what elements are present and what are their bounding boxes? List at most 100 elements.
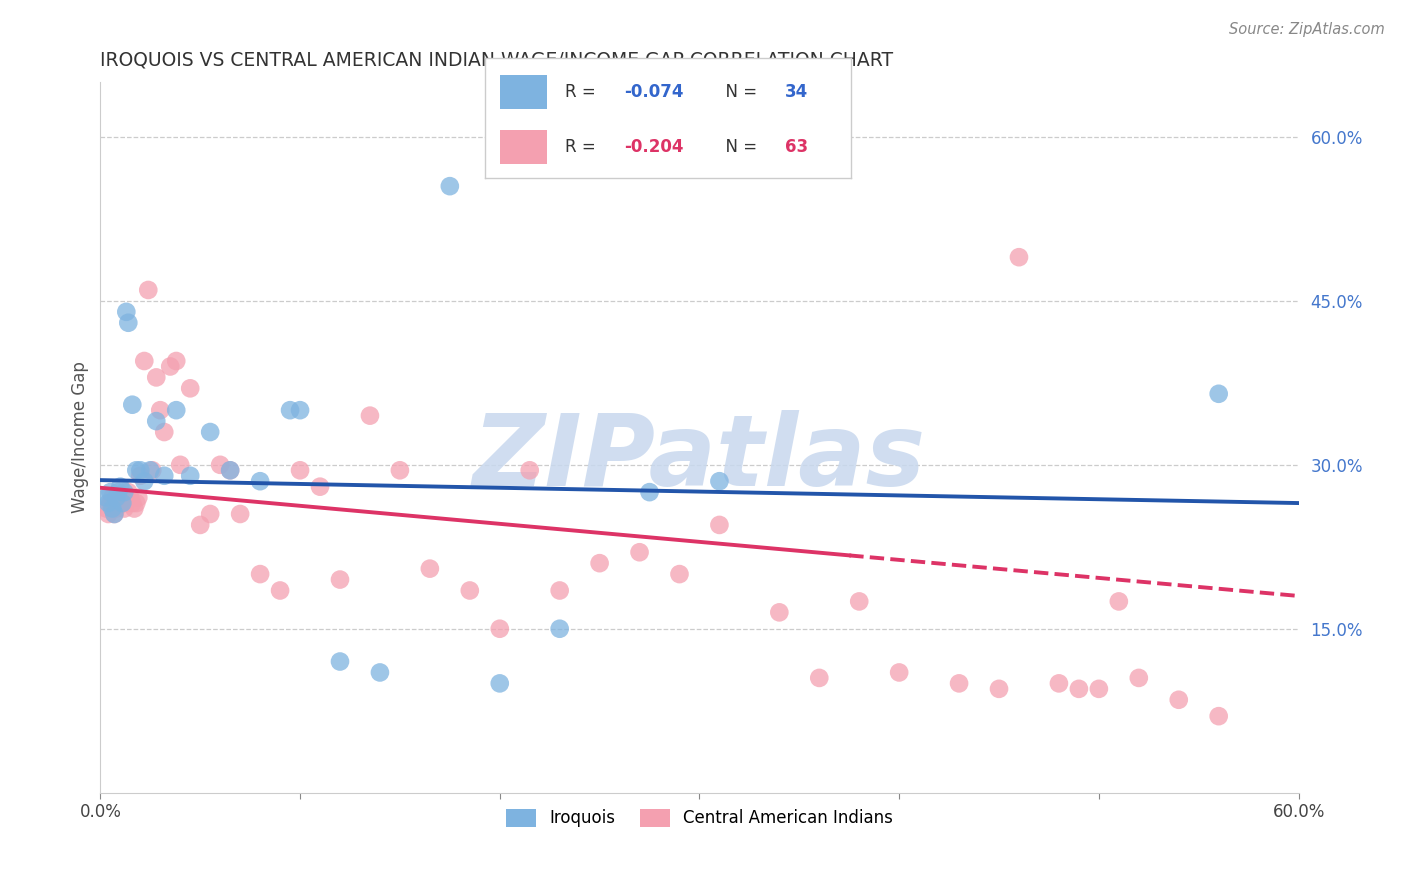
Point: [329, 655, 352, 669]
Point: [488, 676, 510, 690]
Point: [110, 491, 132, 505]
Point: [165, 354, 187, 368]
Point: [111, 496, 134, 510]
Point: [249, 474, 271, 488]
Point: [120, 491, 142, 505]
Bar: [499, 75, 547, 109]
Point: [1088, 681, 1111, 696]
Point: [149, 403, 172, 417]
Point: [1128, 671, 1150, 685]
Point: [115, 496, 138, 510]
Point: [127, 491, 149, 505]
Point: [329, 573, 352, 587]
Point: [165, 403, 187, 417]
Point: [179, 468, 201, 483]
Text: N =: N =: [716, 138, 762, 156]
Point: [548, 583, 571, 598]
Point: [97, 507, 120, 521]
Point: [948, 676, 970, 690]
Point: [1208, 709, 1230, 723]
Point: [1008, 250, 1031, 264]
Point: [1047, 676, 1070, 690]
Point: [1167, 692, 1189, 706]
Point: [124, 501, 146, 516]
Point: [101, 491, 124, 505]
Point: [768, 605, 790, 619]
Point: [97, 496, 120, 510]
Point: [229, 507, 252, 521]
Point: [1067, 681, 1090, 696]
Text: IROQUOIS VS CENTRAL AMERICAN INDIAN WAGE/INCOME GAP CORRELATION CHART: IROQUOIS VS CENTRAL AMERICAN INDIAN WAGE…: [100, 51, 893, 70]
Point: [107, 496, 129, 510]
Point: [136, 283, 159, 297]
Point: [153, 425, 176, 439]
Text: 63: 63: [785, 138, 808, 156]
Point: [848, 594, 870, 608]
Y-axis label: Wage/Income Gap: Wage/Income Gap: [72, 361, 89, 514]
Point: [105, 501, 128, 516]
Text: R =: R =: [565, 83, 602, 101]
Point: [112, 501, 135, 516]
Point: [588, 556, 610, 570]
Text: R =: R =: [565, 138, 602, 156]
Point: [125, 463, 148, 477]
Point: [129, 468, 152, 483]
Point: [121, 496, 143, 510]
Point: [988, 681, 1011, 696]
Point: [638, 485, 661, 500]
Point: [107, 485, 129, 500]
Point: [488, 622, 510, 636]
Text: -0.204: -0.204: [624, 138, 683, 156]
Point: [709, 517, 731, 532]
Point: [198, 507, 221, 521]
Point: [117, 316, 139, 330]
Point: [288, 403, 311, 417]
Point: [808, 671, 831, 685]
Point: [309, 480, 332, 494]
Point: [219, 463, 242, 477]
Point: [96, 491, 118, 505]
Point: [125, 496, 148, 510]
Point: [439, 179, 461, 194]
Text: N =: N =: [716, 83, 762, 101]
Point: [548, 622, 571, 636]
Point: [105, 491, 128, 505]
Legend: Iroquois, Central American Indians: Iroquois, Central American Indians: [499, 802, 900, 834]
Point: [269, 583, 291, 598]
Point: [129, 463, 152, 477]
Point: [209, 458, 232, 472]
Point: [419, 561, 441, 575]
Text: ZIPatlas: ZIPatlas: [472, 410, 927, 508]
Point: [249, 567, 271, 582]
Point: [519, 463, 541, 477]
Point: [139, 463, 162, 477]
Point: [112, 485, 135, 500]
Point: [111, 496, 134, 510]
Point: [709, 474, 731, 488]
Point: [159, 359, 181, 374]
Point: [179, 381, 201, 395]
Point: [141, 463, 163, 477]
Point: [121, 398, 143, 412]
Text: -0.074: -0.074: [624, 83, 683, 101]
Point: [628, 545, 651, 559]
Point: [103, 507, 125, 521]
Point: [153, 468, 176, 483]
Point: [388, 463, 411, 477]
Point: [145, 370, 167, 384]
Point: [101, 501, 124, 516]
Point: [668, 567, 690, 582]
Point: [96, 501, 118, 516]
Point: [889, 665, 911, 680]
Point: [134, 474, 156, 488]
Point: [110, 480, 132, 494]
Point: [98, 485, 121, 500]
Point: [368, 665, 391, 680]
Point: [219, 463, 242, 477]
Point: [288, 463, 311, 477]
Point: [188, 517, 211, 532]
Point: [359, 409, 381, 423]
Point: [1208, 386, 1230, 401]
Text: Source: ZipAtlas.com: Source: ZipAtlas.com: [1229, 22, 1385, 37]
Point: [1108, 594, 1130, 608]
